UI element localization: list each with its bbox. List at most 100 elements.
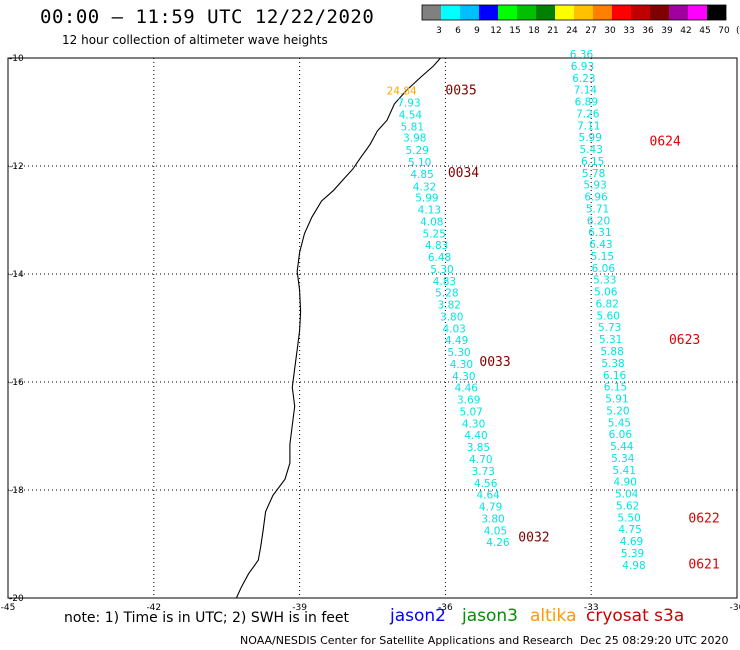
wave-height-value: 5.73 [598, 322, 621, 334]
wave-height-value: 5.93 [583, 180, 606, 192]
pass-time-label: 0034 [448, 166, 479, 181]
wave-height-value: 4.75 [618, 524, 641, 536]
lat-tick-label: -10 [9, 54, 24, 64]
wave-height-value: 4.30 [450, 359, 473, 371]
color-swatch [460, 5, 479, 20]
color-swatch [479, 5, 498, 20]
lon-tick-label: -30 [730, 603, 740, 613]
wave-height-value: 4.90 [614, 477, 637, 489]
color-swatch [517, 5, 536, 20]
wave-height-value: 6.82 [596, 298, 619, 310]
lat-tick-label: -18 [9, 486, 24, 496]
color-swatch [688, 5, 707, 20]
scale-label: 3 [436, 26, 442, 36]
color-swatch [707, 5, 726, 20]
wave-height-value: 6.93 [571, 61, 594, 73]
wave-height-value: 6.36 [570, 49, 594, 61]
wave-height-value: 6.43 [589, 239, 612, 251]
wave-height-value: 4.49 [445, 335, 468, 347]
map-frame [7, 57, 738, 599]
wave-height-value: 5.38 [601, 358, 624, 370]
pass-time-label: 0035 [445, 84, 476, 99]
wave-height-value: 5.50 [617, 512, 640, 524]
wave-height-value: 3.82 [438, 300, 461, 312]
wave-height-value: 5.45 [608, 417, 631, 429]
scale-label: 15 [509, 26, 520, 36]
wave-height-value: 4.56 [474, 478, 498, 490]
lon-tick-label: -36 [438, 603, 453, 613]
wave-height-value: 5.99 [579, 132, 602, 144]
pass-time-label: 0622 [688, 511, 719, 526]
scale-label: 45 [699, 26, 710, 36]
wave-height-value: 4.64 [476, 490, 500, 502]
wave-height-value: 6.20 [587, 215, 610, 227]
wave-height-value: 6.96 [584, 192, 608, 204]
wave-height-value: 5.20 [606, 405, 629, 417]
color-swatch [574, 5, 593, 20]
wave-height-value: 4.83 [425, 240, 448, 252]
wave-height-value: 7.11 [577, 120, 600, 132]
scale-label: 6 [455, 26, 461, 36]
color-swatch [612, 5, 631, 20]
wave-height-value: 6.48 [428, 252, 451, 264]
wave-height-value: 5.41 [613, 465, 636, 477]
wave-height-value: 3.80 [481, 513, 504, 525]
wave-height-value: 5.30 [447, 347, 470, 359]
scale-label: 30 [604, 26, 616, 36]
wave-height-value: 5.62 [616, 500, 639, 512]
scale-label: 39 [661, 26, 673, 36]
wave-height-value: 5.91 [605, 394, 628, 406]
wave-height-value: 5.33 [593, 275, 616, 287]
wave-height-value: 4.03 [442, 323, 465, 335]
color-swatch [498, 5, 517, 20]
footer-note: note: 1) Time is in UTC; 2) SWH is in fe… [64, 610, 350, 626]
scale-label: 33 [623, 26, 634, 36]
lat-tick-label: -20 [9, 594, 24, 604]
wave-height-value: 4.69 [620, 536, 643, 548]
color-swatch [441, 5, 460, 20]
wave-height-value: 5.39 [621, 548, 644, 560]
color-swatch [422, 5, 441, 20]
wave-height-value: 3.85 [467, 442, 490, 454]
color-swatch [631, 5, 650, 20]
lat-tick-label: -14 [9, 270, 24, 280]
scale-label: 24 [566, 26, 578, 36]
wave-height-value: 5.81 [401, 121, 424, 133]
wave-height-value: 4.08 [420, 216, 443, 228]
wave-height-value: 4.85 [410, 169, 433, 181]
wave-height-value: 4.40 [464, 430, 487, 442]
wave-height-value: 4.32 [413, 181, 436, 193]
wave-height-value: 6.15 [581, 156, 604, 168]
wave-height-value: 4.46 [455, 383, 479, 395]
generation-timestamp: Dec 25 08:29:20 UTC 2020 [580, 634, 729, 647]
color-swatch [593, 5, 612, 20]
pass-time-label: 0624 [650, 134, 681, 149]
legend-jason2: jason2 [390, 606, 446, 626]
wave-height-value: 6.06 [609, 429, 633, 441]
scale-label: 18 [528, 26, 540, 36]
wave-height-value: 6.89 [575, 97, 598, 109]
lon-tick-label: -33 [584, 603, 599, 613]
legend-altika: altika [530, 606, 577, 626]
wave-height-value: 6.06 [592, 263, 616, 275]
scale-unit: (ft) [736, 26, 740, 36]
wave-height-value: 4.26 [486, 537, 510, 549]
wave-height-value: 6.15 [604, 382, 627, 394]
wave-height-value: 5.88 [600, 346, 623, 358]
wave-height-value: 4.70 [469, 454, 492, 466]
wave-height-value: 5.30 [430, 264, 453, 276]
wave-height-value: 5.78 [582, 168, 605, 180]
wave-height-value: 3.80 [440, 311, 463, 323]
pass-time-label: 0033 [479, 355, 510, 370]
scale-label: 42 [680, 26, 691, 36]
coastline [235, 57, 441, 599]
lat-tick-label: -16 [9, 378, 24, 388]
credit-text: NOAA/NESDIS Center for Satellite Applica… [240, 634, 574, 647]
wave-height-value: 5.10 [408, 157, 431, 169]
wave-height-value: 5.60 [597, 310, 620, 322]
pass-time-label: 0032 [518, 530, 549, 545]
wave-height-value: 5.44 [610, 441, 634, 453]
scale-label: 9 [474, 26, 480, 36]
